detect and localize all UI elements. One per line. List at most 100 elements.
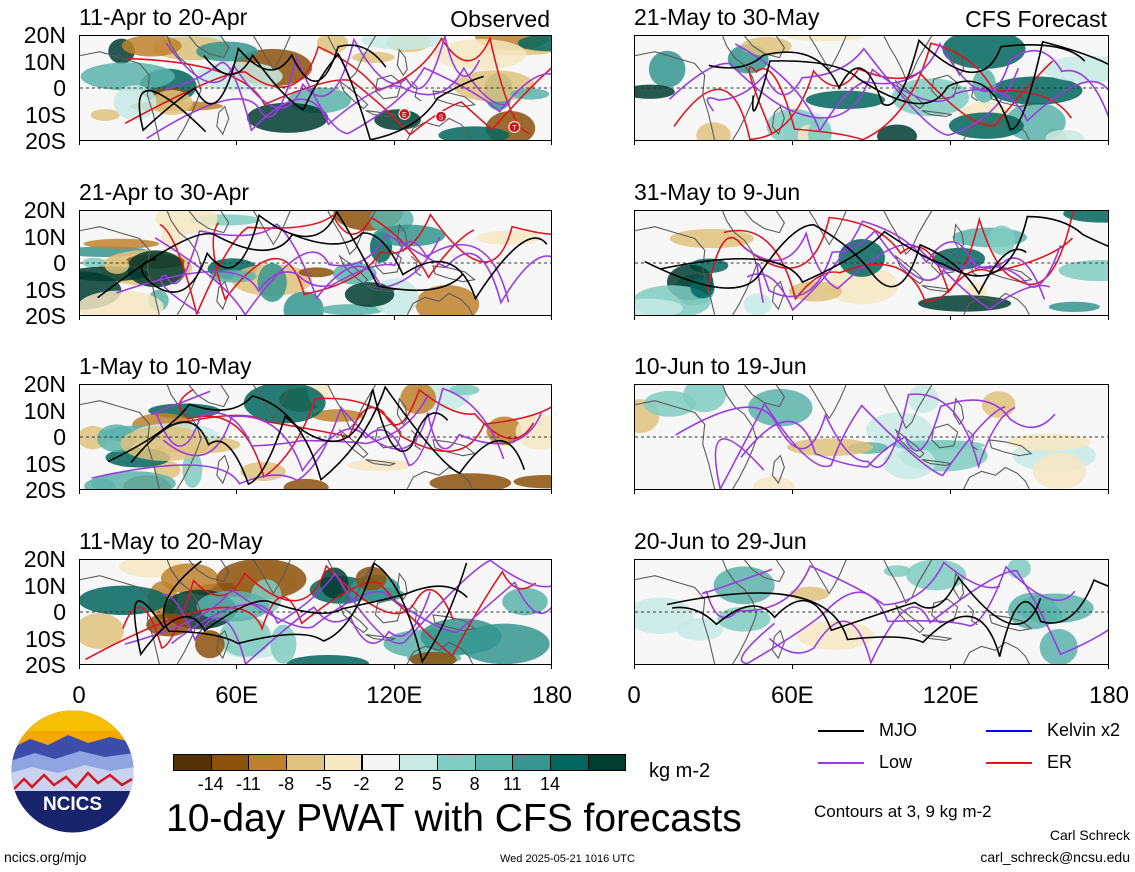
low-contour bbox=[746, 220, 1062, 312]
colorbar-label: -8 bbox=[278, 774, 295, 794]
legend-line-kelvin-x2 bbox=[986, 730, 1032, 732]
coastline bbox=[744, 211, 786, 234]
lon-tick bbox=[634, 316, 635, 320]
pwat-anomaly bbox=[182, 450, 203, 488]
low-contour bbox=[91, 406, 543, 485]
pwat-anomaly bbox=[120, 426, 211, 461]
coastline bbox=[80, 226, 160, 315]
coastline bbox=[883, 385, 933, 430]
pwat-anomaly bbox=[104, 256, 130, 274]
pwat-anomaly bbox=[748, 388, 813, 427]
lon-label: 180 bbox=[531, 682, 573, 709]
lat-label: 20N bbox=[23, 546, 66, 572]
pwat-anomaly bbox=[286, 654, 370, 664]
pwat-anomaly bbox=[155, 211, 218, 235]
coastline bbox=[166, 560, 202, 664]
pwat-anomaly bbox=[283, 478, 329, 489]
er-contour bbox=[85, 570, 537, 661]
pwat-anomaly bbox=[1032, 452, 1087, 489]
pwat-anomaly bbox=[91, 471, 176, 489]
map-panel-fc-2 bbox=[634, 210, 1109, 316]
coastline bbox=[406, 641, 474, 664]
colorbar-label: -14 bbox=[197, 774, 224, 794]
pwat-anomaly bbox=[80, 613, 124, 649]
pwat-anomaly bbox=[196, 590, 270, 622]
lon-tick bbox=[950, 141, 951, 145]
coastline bbox=[166, 385, 202, 489]
lon-label: 180 bbox=[1088, 682, 1130, 709]
pwat-anomaly bbox=[669, 228, 754, 249]
panel-title: 21-May to 30-May bbox=[634, 4, 820, 30]
lat-label: 10S bbox=[25, 101, 66, 128]
er-contour bbox=[212, 213, 551, 301]
coastline bbox=[635, 575, 716, 664]
lon-tick bbox=[236, 316, 238, 320]
colorbar-units: kg m-2 bbox=[649, 760, 711, 782]
pwat-anomaly bbox=[113, 85, 157, 121]
map-panel-fc-1 bbox=[634, 35, 1109, 141]
lon-tick bbox=[551, 141, 552, 145]
coastline bbox=[744, 36, 786, 59]
low-contour bbox=[159, 223, 441, 314]
lon-tick bbox=[79, 665, 80, 669]
pwat-map bbox=[80, 560, 551, 664]
er-contour bbox=[126, 57, 551, 136]
coastline bbox=[410, 80, 422, 102]
coastline bbox=[894, 603, 925, 634]
colorbar-label: 2 bbox=[394, 774, 405, 794]
pwat-anomaly bbox=[80, 62, 175, 91]
lon-tick bbox=[79, 490, 80, 494]
map-panel-obs-3 bbox=[79, 384, 552, 490]
panel-title: 20-Jun to 29-Jun bbox=[634, 528, 807, 554]
colorbar-swatch bbox=[361, 754, 401, 771]
coastline bbox=[953, 223, 965, 252]
coastline bbox=[894, 254, 925, 285]
low-contour bbox=[668, 62, 1108, 123]
coastline bbox=[771, 454, 785, 485]
pwat-anomaly bbox=[696, 122, 731, 140]
coastline bbox=[253, 560, 291, 595]
colorbar-swatch bbox=[210, 754, 250, 771]
low-contour bbox=[161, 591, 431, 664]
mjo-contour bbox=[708, 38, 1086, 106]
coastline bbox=[396, 48, 408, 77]
mjo-contour bbox=[107, 385, 526, 482]
legend-label: ER bbox=[1047, 752, 1073, 772]
lat-label: 10N bbox=[23, 397, 66, 424]
coastline bbox=[188, 560, 230, 583]
lon-tick bbox=[1108, 490, 1109, 494]
mjo-contour bbox=[130, 388, 449, 486]
colorbar-label: -2 bbox=[353, 774, 370, 794]
lat-label: 0 bbox=[53, 599, 66, 625]
coastline bbox=[216, 629, 230, 660]
coastline bbox=[410, 604, 422, 626]
pwat-anomaly bbox=[1006, 433, 1091, 451]
low-contour bbox=[743, 231, 1046, 300]
panel-title: 21-Apr to 30-Apr bbox=[79, 179, 250, 205]
er-contour bbox=[159, 214, 475, 315]
pwat-anomaly bbox=[805, 90, 886, 110]
coastline bbox=[432, 439, 476, 457]
coastline bbox=[432, 265, 476, 283]
lon-tick bbox=[551, 316, 552, 320]
coastline bbox=[338, 603, 369, 634]
lat-label: 20S bbox=[25, 303, 66, 329]
tc-marker: E bbox=[398, 108, 411, 120]
pwat-anomaly bbox=[752, 476, 796, 489]
pwat-anomaly bbox=[825, 266, 899, 305]
coastline bbox=[808, 385, 847, 420]
pwat-anomaly bbox=[320, 567, 349, 599]
lon-tick bbox=[634, 665, 635, 669]
lat-label: 0 bbox=[53, 424, 66, 450]
panel-tag: Observed bbox=[450, 6, 550, 32]
lat-label: 20N bbox=[23, 197, 66, 223]
coastline bbox=[883, 211, 933, 256]
pwat-map bbox=[635, 385, 1108, 489]
pwat-anomaly bbox=[240, 461, 286, 481]
lon-label: 60E bbox=[770, 682, 814, 709]
colorbar-label: -5 bbox=[315, 774, 332, 794]
pwat-anomaly bbox=[319, 304, 384, 315]
contours-note: Contours at 3, 9 kg m-2 bbox=[814, 802, 992, 821]
panel-title: 1-May to 10-May bbox=[79, 353, 252, 379]
pwat-anomaly bbox=[243, 385, 326, 424]
